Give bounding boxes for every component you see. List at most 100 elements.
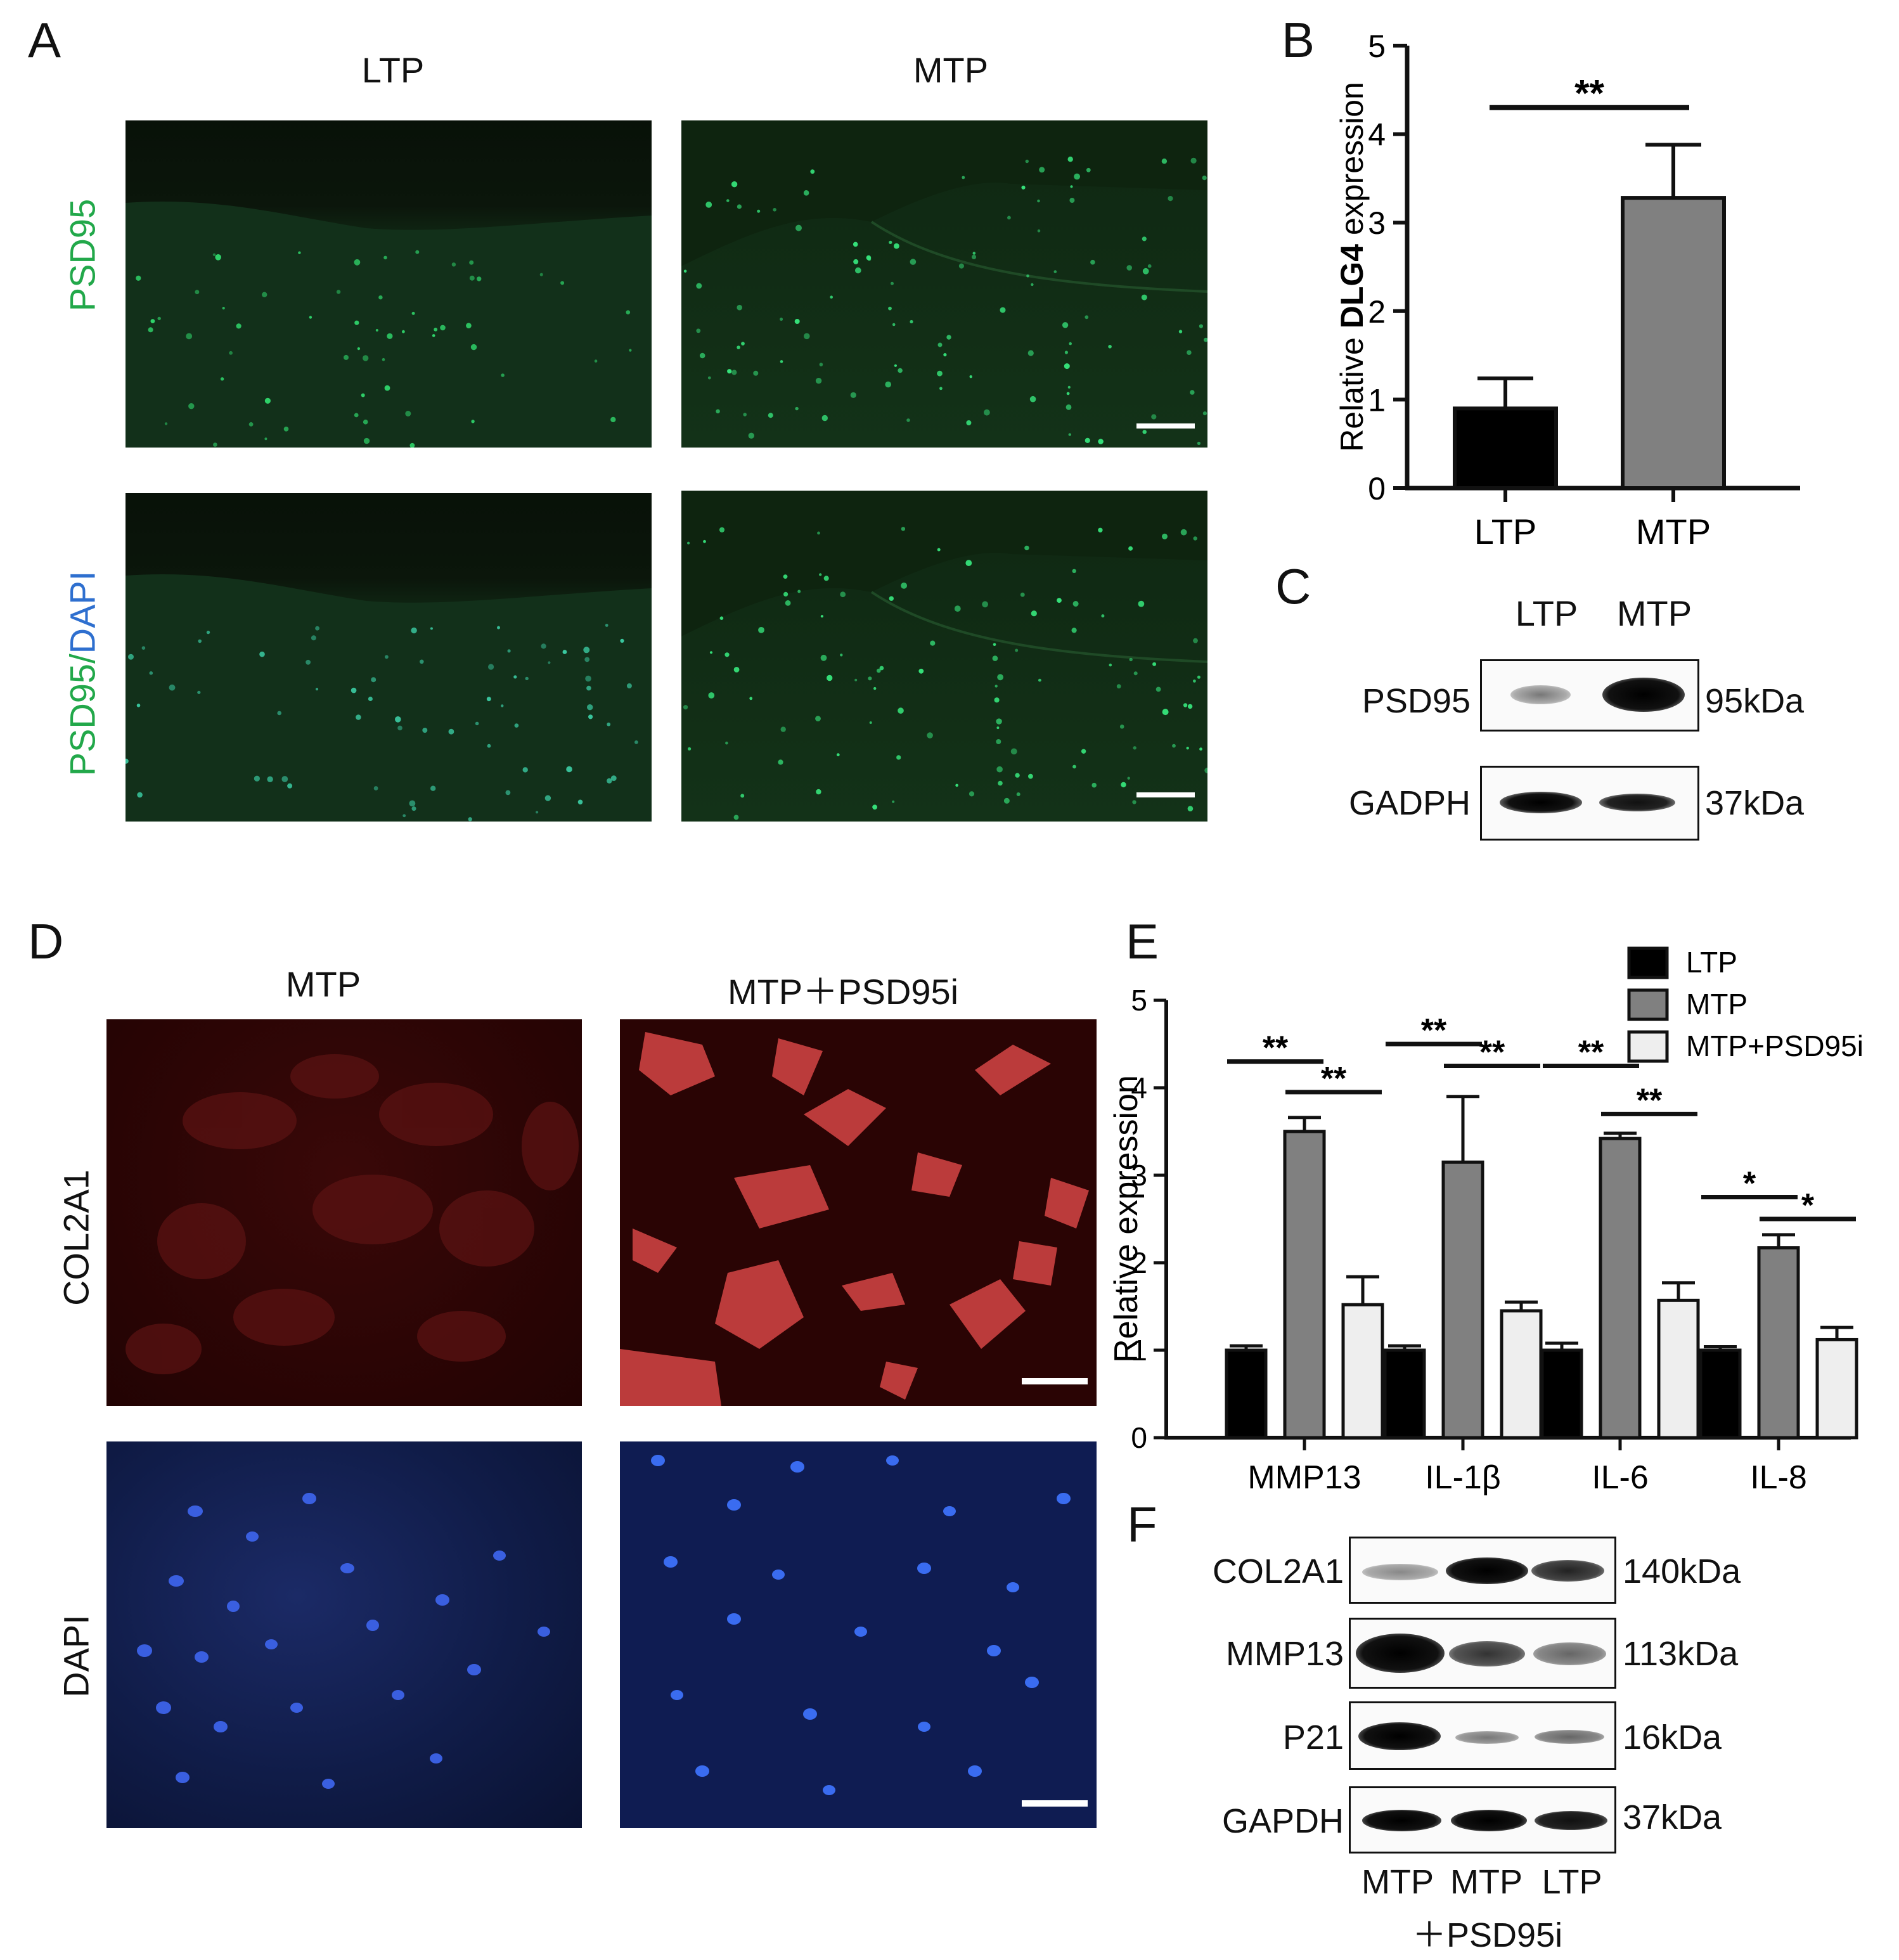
- y-axis-label-part: DLG4: [1334, 244, 1370, 329]
- cell-dot: [1199, 324, 1203, 328]
- blot-band: [1451, 1810, 1527, 1831]
- blot-band: [1446, 1557, 1528, 1584]
- cell-dot: [879, 666, 884, 671]
- cell-dot: [402, 814, 406, 818]
- cell-dot: [709, 651, 713, 654]
- x-tick-label: LTP: [1474, 512, 1537, 551]
- blot-band: [1510, 685, 1571, 704]
- cell-dot: [229, 351, 233, 355]
- cell-dot: [378, 295, 383, 300]
- cell-dot: [1072, 764, 1076, 769]
- cell-dot: [1037, 229, 1041, 233]
- cell-dot: [958, 263, 964, 269]
- cell-dot: [469, 260, 474, 265]
- f-blot-gapdh: [1349, 1786, 1616, 1854]
- blot-band: [1531, 1560, 1604, 1582]
- y-tick-label: 5: [1131, 984, 1147, 1017]
- cell-dot: [539, 273, 543, 276]
- cell-dot: [405, 411, 411, 416]
- cell-dot: [487, 744, 491, 748]
- cell-dot: [1142, 236, 1147, 242]
- significance-label: *: [1801, 1187, 1815, 1224]
- y-tick-label: 2: [1131, 1246, 1147, 1279]
- cell-dot: [264, 437, 267, 441]
- cell-dot: [470, 344, 477, 351]
- cell-dot: [1204, 768, 1207, 773]
- c-blot-gadph: [1480, 766, 1699, 841]
- cell-dot: [298, 251, 301, 254]
- cell-dot: [544, 795, 551, 801]
- cell-dot: [466, 323, 472, 328]
- cell-dot: [1053, 270, 1057, 273]
- cell-dot: [1116, 684, 1121, 689]
- cell-dot: [901, 527, 906, 531]
- cell-dot: [1024, 545, 1029, 551]
- cell-dot: [560, 281, 565, 285]
- c-size-gadph: 37kDa: [1705, 784, 1805, 822]
- bar: [1757, 1246, 1800, 1440]
- legend-swatch: [1627, 946, 1669, 979]
- cell-dot: [939, 387, 943, 390]
- c-lane-ltp: LTP: [1515, 593, 1578, 633]
- cell-dot: [749, 697, 753, 700]
- f-size-p21: 16kDa: [1623, 1718, 1722, 1757]
- cell-dot: [262, 292, 267, 297]
- cell-dot: [1069, 198, 1075, 203]
- cell-dot: [488, 664, 494, 670]
- cell-dot: [382, 358, 385, 361]
- cell-dot: [995, 685, 998, 688]
- y-tick-label: 4: [1368, 117, 1386, 153]
- cell-dot: [1039, 167, 1045, 173]
- cell-dot: [264, 397, 271, 404]
- micrograph-a-ltp-psd95-dots: [126, 202, 652, 448]
- cell-dot: [996, 726, 1000, 730]
- cell-dot: [803, 190, 809, 196]
- cell-dot: [758, 627, 764, 633]
- cell-dot: [1010, 748, 1017, 755]
- y-tick-label: 2: [1368, 294, 1386, 330]
- cell-dot: [1127, 777, 1130, 780]
- cell-dot: [815, 716, 821, 721]
- micrograph-d-mtp-psd95i-col2a1-cells: [620, 1032, 1089, 1406]
- cell-dot: [1015, 773, 1020, 778]
- cell-dot: [1183, 703, 1188, 707]
- cell-dot: [688, 747, 692, 751]
- cell-dot: [1027, 350, 1034, 356]
- a-row-label-psd95: PSD95: [62, 167, 103, 344]
- cell-dot: [354, 259, 361, 266]
- cell-dot: [541, 643, 546, 649]
- chart-b: 0 1 2 3 4 5 Relative DLG4 expression LTP MTP **: [1334, 29, 1800, 551]
- cell-dot: [126, 758, 129, 764]
- micrograph-d-mtp-dapi: [106, 1441, 582, 1828]
- cell-dot: [783, 574, 788, 579]
- c-size-psd95: 95kDa: [1705, 682, 1805, 720]
- cell-dot: [626, 310, 631, 315]
- cell-dot: [411, 627, 417, 634]
- cell-dot: [966, 420, 972, 425]
- cell-dot: [277, 711, 281, 716]
- cell-dot: [998, 780, 1003, 786]
- cell-dot: [1026, 274, 1029, 278]
- cell-dot: [1029, 396, 1036, 403]
- blot-band: [1599, 794, 1675, 811]
- cell-dot: [906, 418, 910, 422]
- c-protein-psd95: PSD95: [1361, 682, 1471, 720]
- cell-dot: [1197, 441, 1201, 445]
- y-tick-label: 0: [1131, 1421, 1147, 1454]
- cell-dot: [1138, 600, 1145, 607]
- significance-label: **: [1263, 1030, 1289, 1067]
- cell-dot: [361, 393, 365, 397]
- cell-dot: [997, 674, 1003, 681]
- y-axis-label-part: Relative: [1334, 328, 1370, 452]
- c-protein-gadph: GADPH: [1348, 784, 1471, 822]
- cell-dot: [1186, 747, 1189, 750]
- cell-dot: [148, 327, 153, 333]
- cell-dot: [451, 262, 456, 267]
- d-col-title-mtp-psd95i: MTP＋PSD95i: [727, 972, 959, 1012]
- cell-dot: [1119, 725, 1124, 729]
- cell-dot: [128, 654, 134, 660]
- f-size-gapdh: 37kDa: [1623, 1798, 1722, 1836]
- micrograph-d-mtp-psd95i-col2a1: [620, 1019, 1097, 1406]
- cell-dot: [351, 687, 357, 693]
- cell-dot: [1031, 283, 1034, 287]
